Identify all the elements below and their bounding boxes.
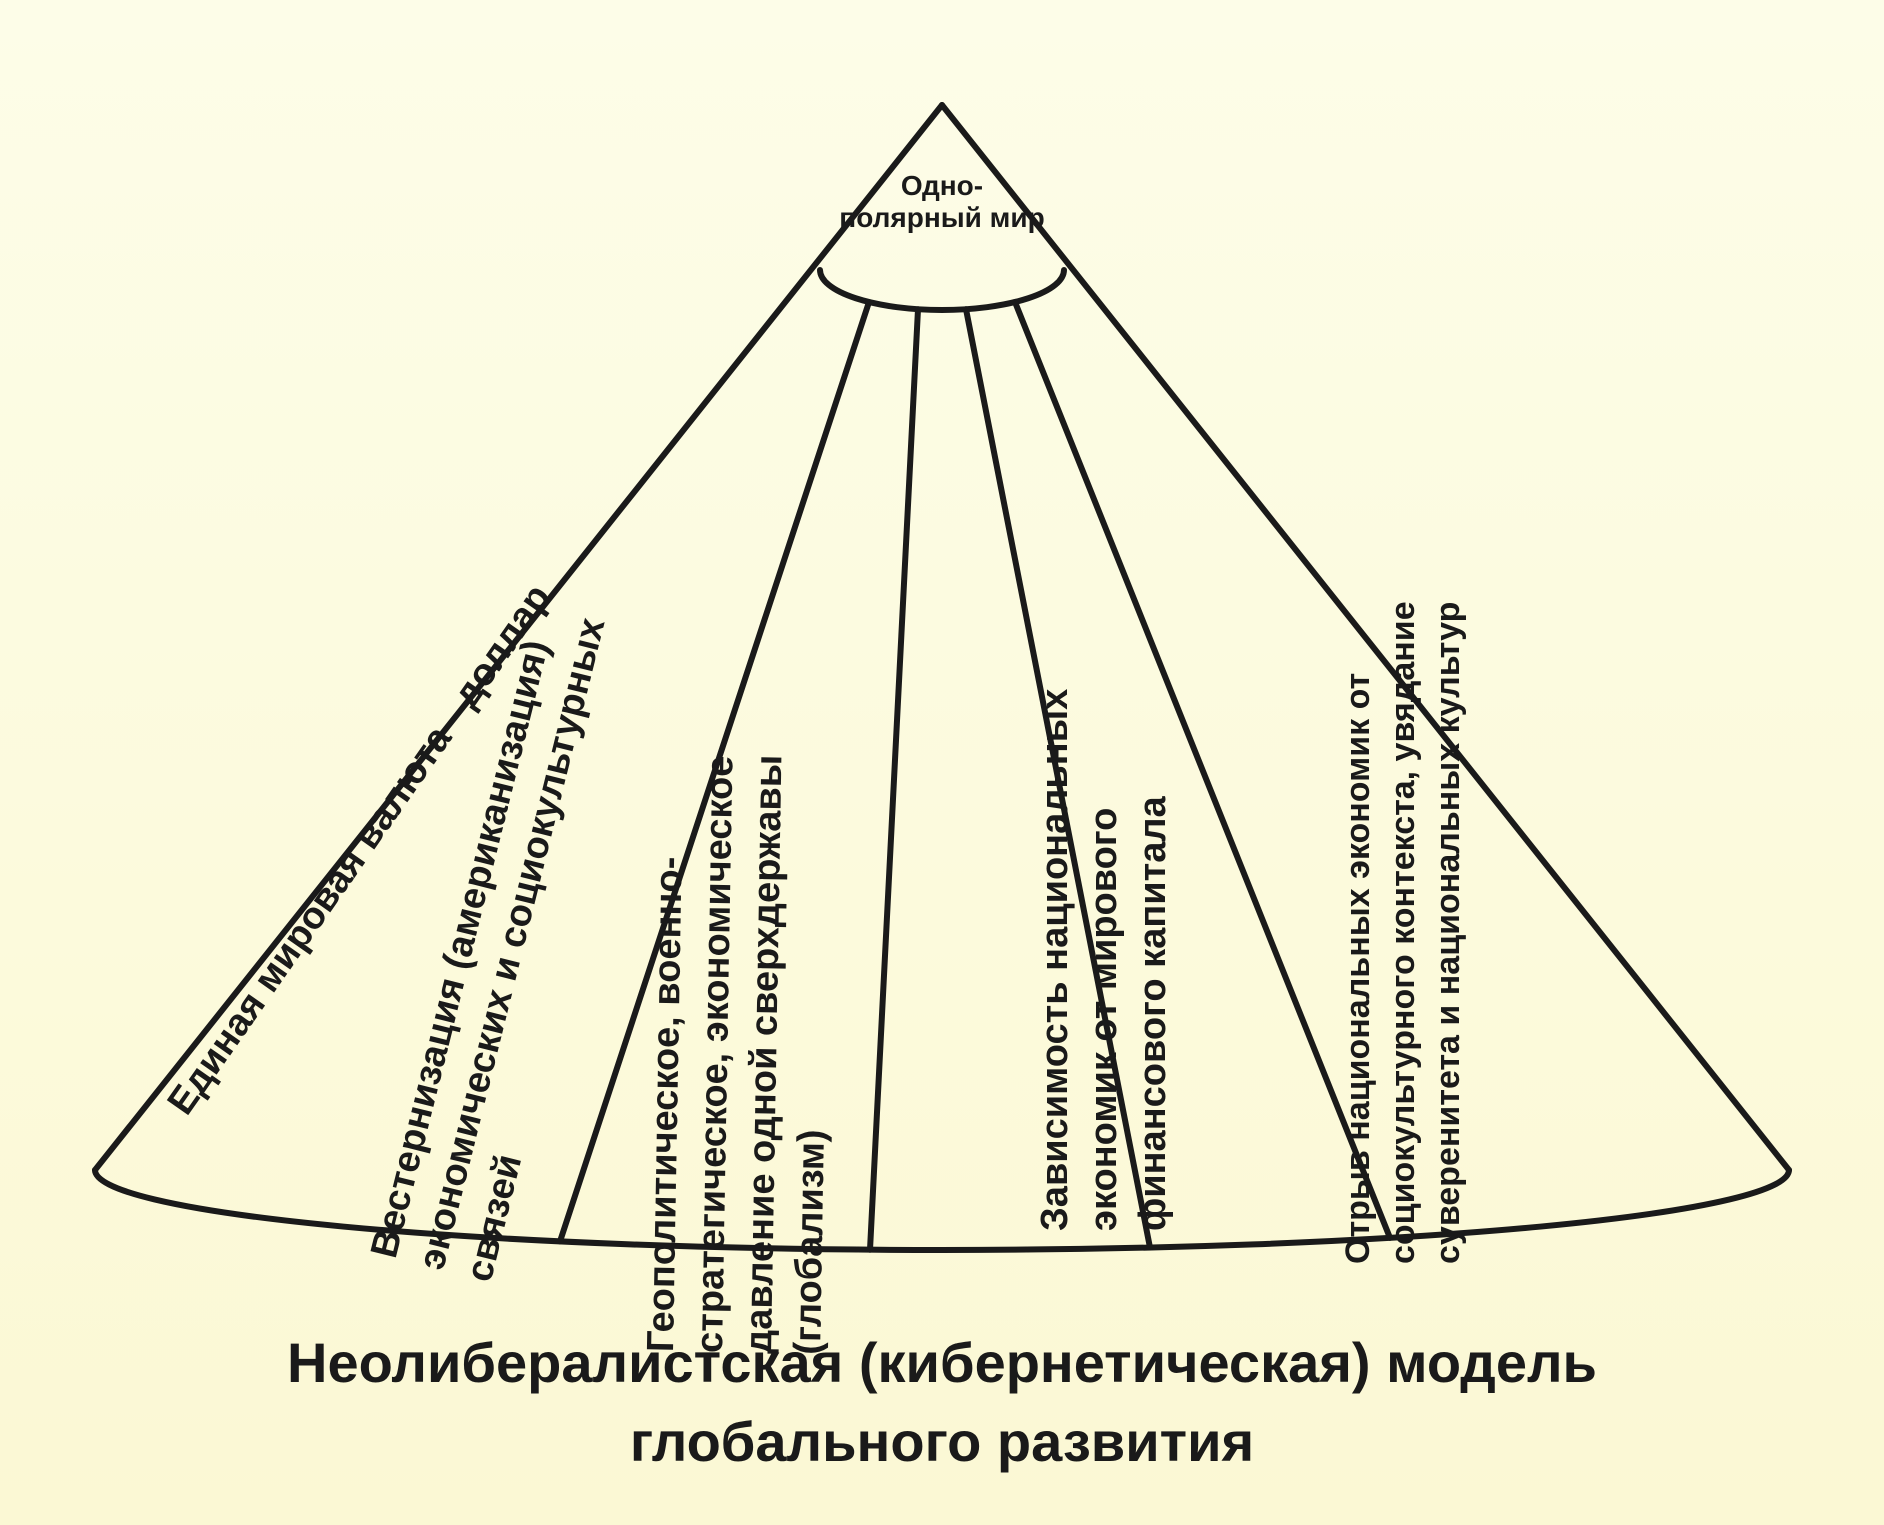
segment-label-line: Геополитическое, военно- bbox=[640, 753, 693, 1353]
caption: Неолибералистская (кибернетическая) моде… bbox=[0, 1330, 1884, 1474]
caption-line1: Неолибералистская (кибернетическая) моде… bbox=[0, 1330, 1884, 1395]
segment-label-line: Зависимость национальных bbox=[1034, 689, 1077, 1231]
segment-label-line: давление одной сверхдержавы bbox=[738, 754, 791, 1354]
segment-label-4: Отрыв национальных экономик отсоциокульт… bbox=[1339, 601, 1468, 1264]
segment-label-line: экономик от мирового bbox=[1083, 689, 1126, 1231]
segment-label-line: финансового капитала bbox=[1132, 689, 1175, 1231]
segment-label-line: социокультурного контекста, увядание bbox=[1384, 601, 1423, 1264]
apex-label-line1: Одно- bbox=[812, 170, 1072, 202]
apex-label: Одно- полярный мир bbox=[812, 170, 1072, 234]
apex-label-line2: полярный мир bbox=[812, 202, 1072, 234]
segment-label-line: стратегическое, экономическое bbox=[689, 754, 742, 1354]
segment-label-3: Зависимость национальныхэкономик от миро… bbox=[1034, 689, 1175, 1231]
segment-label-2: Геополитическое, военно-стратегическое, … bbox=[640, 753, 840, 1355]
segment-label-line: суверенитета и национальных культур bbox=[1429, 601, 1468, 1264]
caption-line2: глобального развития bbox=[0, 1409, 1884, 1474]
diagram-canvas: Одно- полярный мир Единая мировая валюта… bbox=[0, 0, 1884, 1525]
segment-label-line: Отрыв национальных экономик от bbox=[1339, 601, 1378, 1264]
